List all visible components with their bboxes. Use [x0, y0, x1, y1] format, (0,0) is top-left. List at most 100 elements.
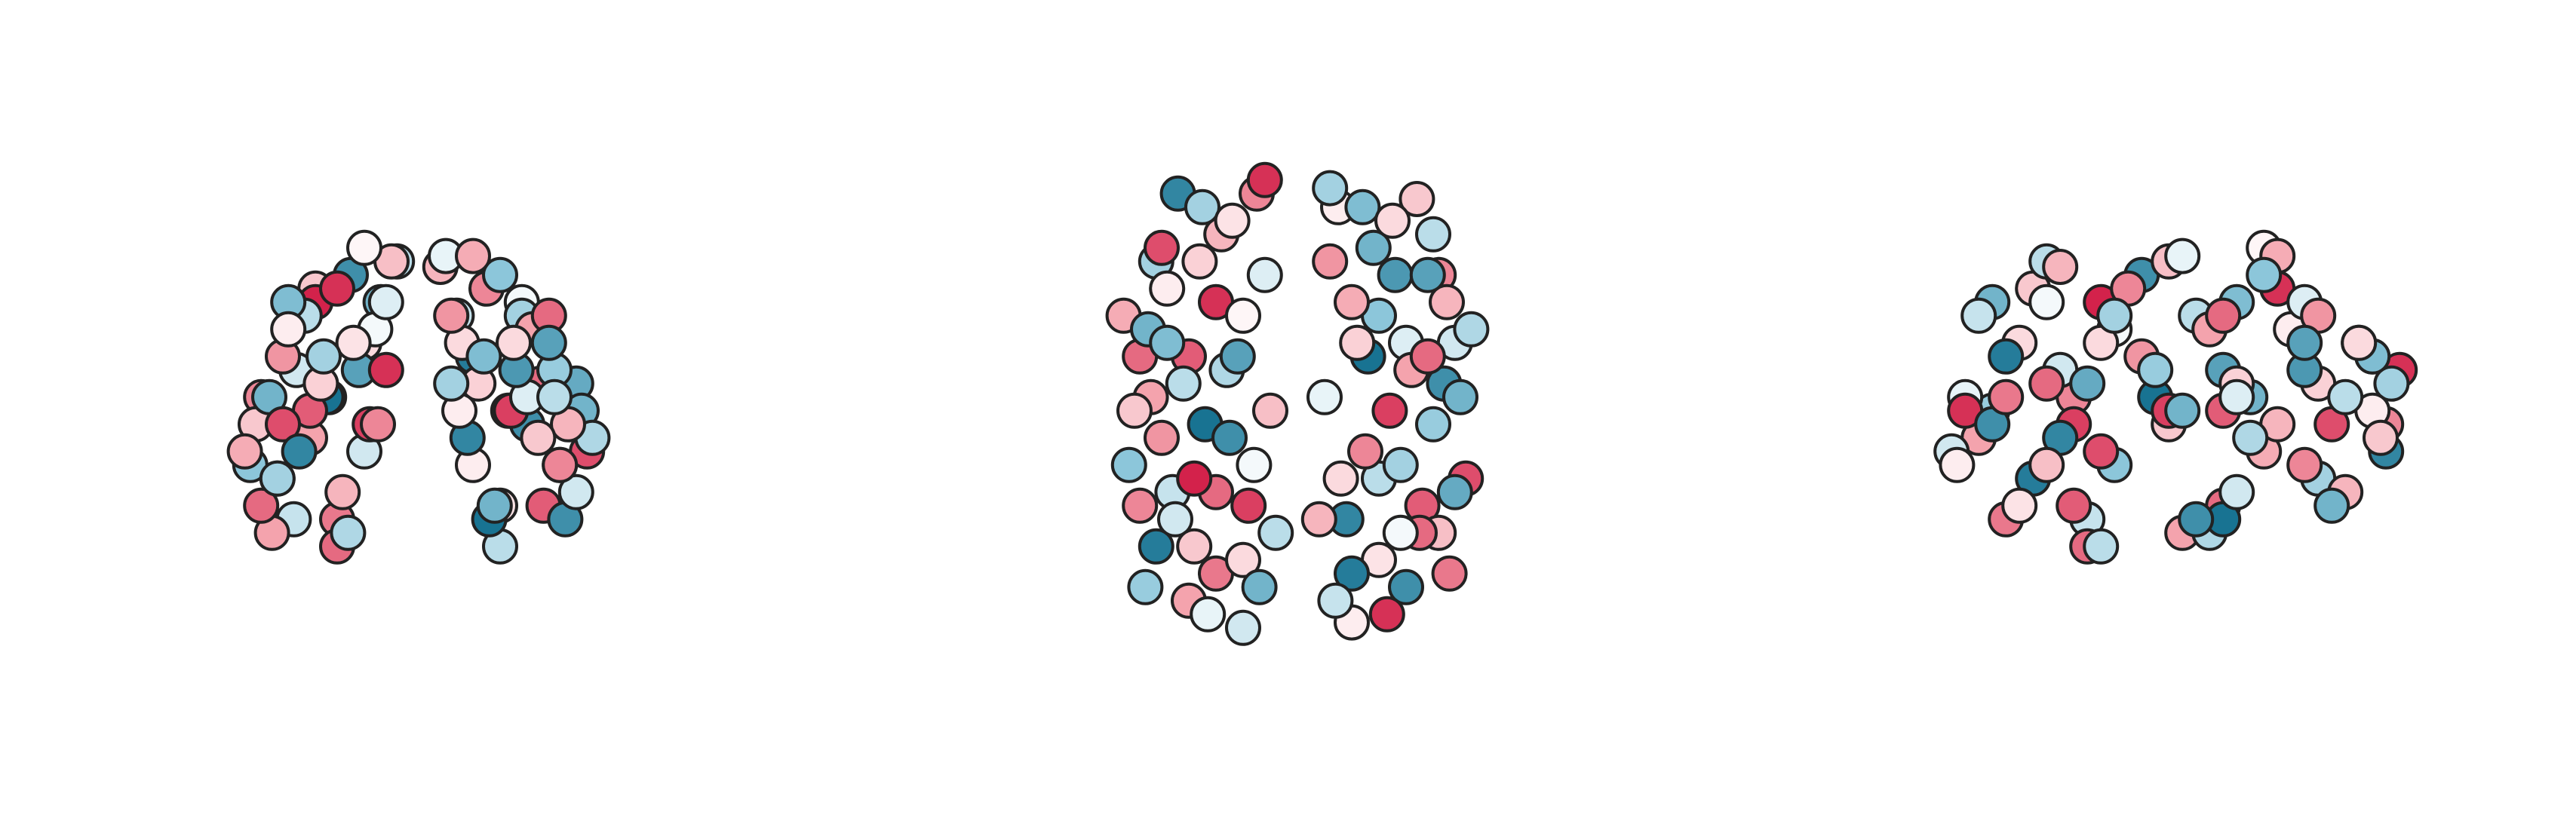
node [530, 324, 567, 361]
node [1149, 270, 1186, 307]
node [1219, 338, 1256, 375]
node [1184, 188, 1220, 225]
node [2001, 487, 2038, 524]
node [1409, 256, 1446, 293]
node [265, 406, 301, 443]
node [1429, 283, 1465, 320]
node [1344, 188, 1381, 225]
node [360, 406, 396, 443]
node [1431, 555, 1468, 592]
node [367, 351, 404, 388]
node [433, 297, 470, 334]
node [1377, 256, 1414, 293]
node [2056, 487, 2092, 524]
node [1225, 541, 1261, 578]
node [1225, 297, 1261, 334]
node [1110, 446, 1147, 483]
node [1415, 216, 1451, 253]
node [455, 237, 491, 274]
node [2028, 283, 2065, 320]
brain-view [1105, 161, 1490, 646]
node [324, 473, 361, 510]
node [1144, 419, 1180, 456]
node [1399, 181, 1435, 217]
node [330, 514, 367, 551]
node [1939, 446, 1976, 483]
node [1241, 568, 1278, 605]
node [1144, 229, 1180, 266]
node [2096, 297, 2133, 334]
node [1157, 501, 1193, 538]
node [1246, 256, 1283, 293]
node [1322, 460, 1359, 497]
node [1149, 324, 1186, 361]
node [346, 229, 382, 266]
node [1127, 568, 1164, 605]
node [1988, 338, 2025, 375]
node [1347, 433, 1383, 470]
node [2069, 365, 2106, 402]
node [259, 460, 296, 497]
node [1409, 338, 1446, 375]
node [1165, 365, 1202, 402]
node [520, 419, 557, 456]
node [2028, 446, 2065, 483]
node [1225, 609, 1261, 646]
node [2246, 256, 2283, 293]
node [1252, 392, 1288, 429]
node [1181, 243, 1218, 280]
node [335, 324, 372, 361]
node [1988, 378, 2025, 415]
node [1368, 596, 1405, 633]
brain-view [226, 229, 611, 565]
node [1442, 378, 1478, 415]
node [465, 338, 502, 375]
node [476, 487, 513, 524]
node [2178, 501, 2215, 538]
node [1116, 392, 1153, 429]
node [305, 338, 342, 375]
node [1415, 406, 1451, 443]
node [1388, 568, 1424, 605]
node [243, 487, 280, 524]
node [319, 270, 355, 307]
node [1334, 555, 1370, 592]
node [2286, 324, 2323, 361]
node [1334, 283, 1370, 320]
node [1382, 446, 1419, 483]
node [1211, 419, 1248, 456]
node [2218, 473, 2255, 510]
node [2286, 446, 2323, 483]
node [1312, 170, 1349, 207]
node [2164, 237, 2201, 274]
node [2327, 378, 2364, 415]
node [1306, 378, 1343, 415]
node [1236, 446, 1273, 483]
node [2341, 324, 2378, 361]
node [482, 256, 518, 293]
node [367, 283, 404, 320]
node [2083, 433, 2120, 470]
node [2218, 378, 2255, 415]
node [1246, 161, 1283, 198]
node [1960, 297, 1997, 334]
node [1436, 473, 1473, 510]
node [433, 365, 470, 402]
node [1138, 528, 1174, 565]
node [2205, 297, 2242, 334]
node [2313, 487, 2350, 524]
node [1257, 514, 1294, 551]
node [270, 311, 307, 348]
node [1230, 487, 1267, 524]
node [281, 433, 318, 470]
node [2164, 392, 2201, 429]
node [1355, 229, 1392, 266]
node [542, 446, 579, 483]
node [2373, 365, 2410, 402]
node [2042, 249, 2079, 285]
node [557, 473, 594, 510]
node [1190, 596, 1227, 633]
brain-view [1933, 229, 2418, 565]
